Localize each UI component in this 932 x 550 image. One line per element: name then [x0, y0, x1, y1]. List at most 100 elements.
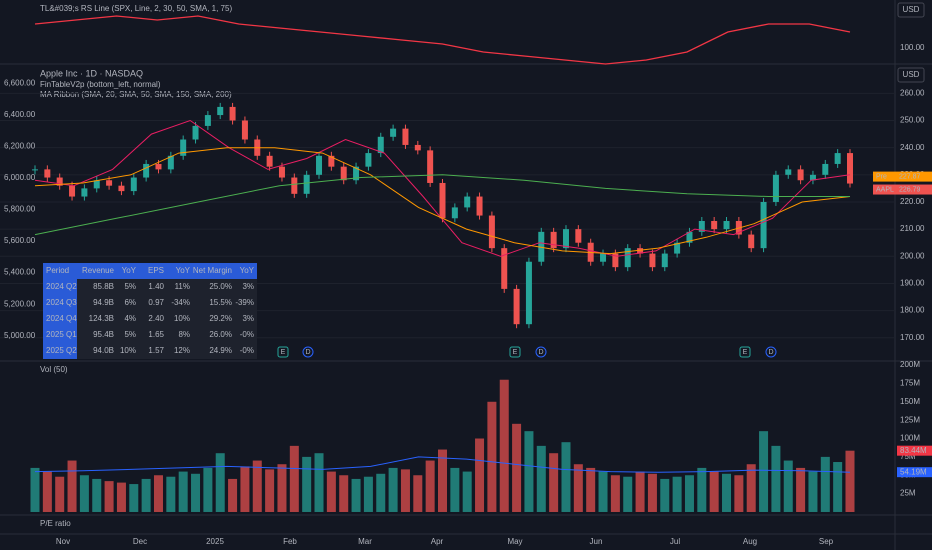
table-cell: 3% — [242, 314, 254, 323]
table-cell: 1.57 — [148, 346, 164, 355]
table-cell: -34% — [171, 298, 190, 307]
volume-bar — [475, 438, 485, 512]
volume-bar — [438, 449, 447, 512]
table-cell: 25.0% — [209, 282, 232, 291]
table-cell: 15.5% — [209, 298, 232, 307]
volume-bar — [598, 471, 608, 512]
candle — [266, 155, 273, 167]
table-cell: -0% — [240, 330, 254, 339]
volume-bar — [709, 471, 719, 512]
table-cell: 2.40 — [148, 314, 164, 323]
y-tick-label: 75M — [900, 452, 916, 461]
volume-bar — [339, 475, 349, 512]
volume-bar — [203, 467, 213, 512]
candle — [711, 220, 718, 230]
volume-title: Vol (50) — [40, 365, 68, 374]
candle — [353, 166, 360, 181]
candle — [229, 106, 236, 121]
table-cell: 8% — [178, 330, 190, 339]
x-tick-label: Mar — [358, 537, 372, 546]
ma-line — [34, 147, 851, 255]
x-tick-label: Nov — [56, 537, 70, 546]
candle — [427, 150, 434, 183]
table-cell: 5% — [124, 282, 136, 291]
event-icon — [535, 346, 547, 358]
volume-bar — [425, 460, 435, 512]
table-cell: 94.0B — [93, 346, 114, 355]
candle — [637, 248, 644, 254]
left-tick-label: 6,600.00 — [4, 78, 36, 87]
currency[interactable]: USD — [903, 5, 920, 14]
candle — [167, 155, 174, 170]
currency-button[interactable] — [897, 2, 925, 18]
volume-bar — [129, 484, 139, 512]
volume-bar — [573, 464, 583, 512]
candle — [303, 174, 310, 194]
y-tick-label: 25M — [900, 489, 916, 498]
volume-bar — [684, 475, 694, 512]
table-header: YoY — [122, 266, 137, 275]
volume-bar — [833, 462, 843, 512]
price-label-name: AAPL — [876, 186, 894, 193]
volume-bar — [240, 466, 250, 512]
event-label: E — [743, 349, 748, 356]
indicator: MA Ribbon (SMA, 20, SMA, 50, SMA, 150, S… — [40, 90, 232, 99]
volume-bar — [549, 453, 559, 512]
candle — [661, 253, 668, 268]
volume-bar — [820, 456, 830, 512]
ma-line — [34, 119, 851, 257]
table-cell: 94.9B — [93, 298, 114, 307]
y-tick-label: 100.00 — [900, 43, 925, 52]
candle — [760, 201, 767, 249]
table-cell: 3% — [242, 282, 254, 291]
table-cell: 4% — [124, 314, 136, 323]
table-header: Period — [46, 266, 69, 275]
volume-bar — [55, 476, 65, 512]
volume-bar — [512, 423, 522, 512]
volume-bar — [734, 475, 744, 512]
candle — [81, 188, 88, 197]
volume-bar — [363, 476, 373, 512]
volume-bar — [265, 469, 275, 512]
currency[interactable]: USD — [903, 70, 920, 79]
price-label-value: 227.87 — [899, 173, 921, 180]
candle — [809, 174, 816, 181]
table-cell: 11% — [175, 282, 190, 291]
candle — [192, 125, 199, 140]
table-header: Revenue — [82, 266, 115, 275]
table-cell: 12% — [174, 346, 190, 355]
volume-bar — [660, 478, 670, 512]
candle — [748, 234, 755, 249]
table-cell: 5% — [124, 330, 136, 339]
y-tick-label: 150M — [900, 397, 920, 406]
candle — [513, 288, 520, 325]
table-cell: 10% — [174, 314, 190, 323]
volume-bar — [561, 442, 571, 512]
candle — [822, 163, 829, 175]
candle — [525, 261, 532, 325]
currency-button[interactable] — [897, 67, 925, 83]
candle — [575, 229, 582, 243]
volume-bar — [610, 475, 620, 512]
table-cell: 0.97 — [148, 298, 164, 307]
volume-bar — [351, 478, 361, 512]
candle — [365, 153, 372, 167]
volume-ma — [34, 456, 851, 473]
volume-bar — [487, 401, 497, 512]
table-cell: 6% — [124, 298, 136, 307]
x-tick-label: Sep — [819, 537, 834, 546]
y-tick-label: 175M — [900, 379, 920, 388]
event-label: D — [538, 349, 543, 356]
table-cell: 95.4B — [93, 330, 114, 339]
volume-bar — [672, 476, 682, 512]
candle — [118, 185, 125, 192]
volume-bar — [462, 471, 472, 512]
event-icon — [739, 346, 751, 358]
table-cell: 1.65 — [148, 330, 164, 339]
volume-label: 54.19M — [900, 467, 927, 476]
candle — [488, 215, 495, 249]
candle — [674, 242, 681, 254]
volume-bar — [524, 431, 534, 512]
x-tick-label: Jun — [590, 537, 603, 546]
candle — [723, 220, 730, 230]
